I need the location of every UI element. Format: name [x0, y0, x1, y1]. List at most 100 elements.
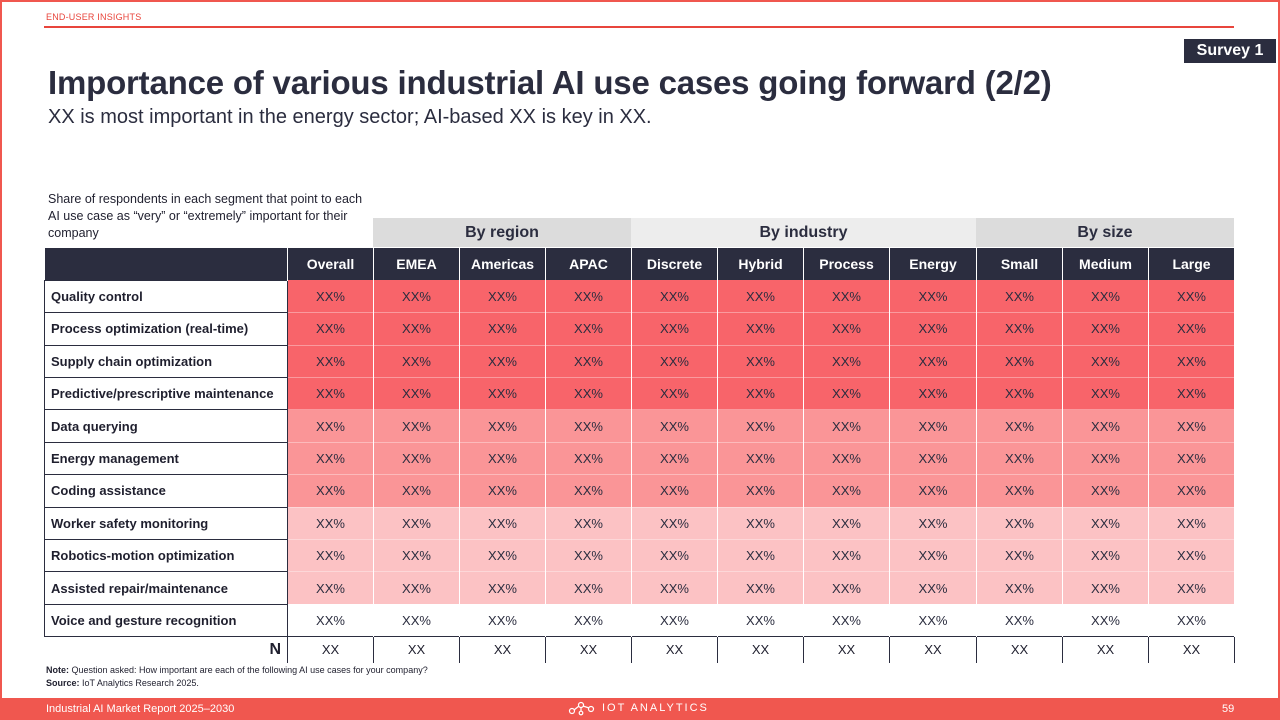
table-cell: XX% — [631, 507, 718, 541]
column-header-discrete: Discrete — [631, 248, 718, 281]
table-cell: XX% — [803, 474, 890, 508]
table-cell: XX% — [889, 312, 977, 346]
table-cell: XX% — [976, 604, 1063, 637]
table-cell: XX% — [889, 409, 977, 443]
row-label: Worker safety monitoring — [44, 506, 288, 541]
table-cell: XX% — [1148, 507, 1235, 541]
footer-report-title: Industrial AI Market Report 2025–2030 — [46, 703, 235, 715]
table-cell: XX% — [1062, 409, 1149, 443]
table-cell: XX% — [631, 345, 718, 379]
column-header-overall: Overall — [287, 248, 374, 281]
table-cell: XX% — [976, 345, 1063, 379]
table-cell: XX% — [545, 312, 632, 346]
table-row: Robotics-motion optimization XX% XX% XX% XX%… — [44, 539, 1235, 573]
section-tag: END-USER INSIGHTS — [46, 12, 142, 22]
table-cell: XX% — [976, 280, 1063, 314]
source-label: Source: — [46, 678, 80, 688]
top-divider — [44, 26, 1234, 28]
column-header-energy: Energy — [889, 248, 977, 281]
footer-logo: IOT ANALYTICS — [568, 700, 709, 716]
sample-size-cell: XX — [889, 636, 977, 663]
page-title: Importance of various industrial AI use … — [48, 64, 1052, 101]
sample-size-cell: XX — [976, 636, 1063, 663]
table-cell: XX% — [717, 604, 804, 637]
table-cell: XX% — [1062, 474, 1149, 508]
page-number: 59 — [1222, 703, 1235, 715]
table-cell: XX% — [459, 377, 546, 411]
footnotes: Note: Question asked: How important are … — [46, 664, 428, 690]
table-cell: XX% — [1148, 312, 1235, 346]
table-cell: XX% — [717, 571, 804, 605]
table-cell: XX% — [373, 442, 460, 476]
table-row: Quality control XX% XX% XX% XX% XX% XX% XX% XX% X… — [44, 279, 1235, 314]
row-label: Process optimization (real-time) — [44, 312, 288, 346]
sample-size-row: N XX XX XX XX XX XX XX XX XX XX XX — [44, 636, 1235, 663]
table-cell: XX% — [1062, 571, 1149, 605]
sample-size-cell: XX — [287, 636, 374, 663]
table-cell: XX% — [287, 280, 374, 314]
sample-size-cell: XX — [373, 636, 460, 663]
table-note: Share of respondents in each segment tha… — [48, 192, 363, 240]
table-cell: XX% — [803, 507, 890, 541]
table-cell: XX% — [287, 312, 374, 346]
table-cell: XX% — [1062, 345, 1149, 379]
table-row: Predictive/prescriptive maintenance XX% XX… — [44, 377, 1235, 411]
table-cell: XX% — [889, 280, 977, 314]
table-cell: XX% — [803, 442, 890, 476]
footer-logo-text: IOT ANALYTICS — [602, 702, 709, 714]
row-label: Predictive/prescriptive maintenance — [44, 377, 288, 411]
table-cell: XX% — [287, 442, 374, 476]
table-cell: XX% — [373, 280, 460, 314]
table-cell: XX% — [459, 474, 546, 508]
table-cell: XX% — [545, 409, 632, 443]
group-header-industry: By industry — [631, 218, 976, 247]
table-cell: XX% — [1062, 539, 1149, 573]
table-cell: XX% — [976, 442, 1063, 476]
sample-size-label: N — [44, 636, 288, 663]
table-cell: XX% — [1148, 345, 1235, 379]
table-row: Process optimization (real-time) XX% XX% XX… — [44, 312, 1235, 346]
table-cell: XX% — [631, 474, 718, 508]
table-cell: XX% — [287, 345, 374, 379]
column-header-americas: Americas — [459, 248, 546, 281]
table-cell: XX% — [889, 377, 977, 411]
table-cell: XX% — [373, 474, 460, 508]
table-cell: XX% — [631, 280, 718, 314]
column-header-medium: Medium — [1062, 248, 1149, 281]
table-cell: XX% — [373, 539, 460, 573]
group-header-region: By region — [373, 218, 631, 247]
table-cell: XX% — [717, 280, 804, 314]
table-cell: XX% — [889, 507, 977, 541]
table-cell: XX% — [889, 539, 977, 573]
table-cell: XX% — [803, 604, 890, 637]
table-cell: XX% — [545, 571, 632, 605]
footnote-note: Note: Question asked: How important are … — [46, 664, 428, 677]
row-label: Energy management — [44, 441, 288, 476]
row-label: Quality control — [44, 279, 288, 314]
table-cell: XX% — [631, 539, 718, 573]
table-cell: XX% — [545, 442, 632, 476]
table-cell: XX% — [631, 377, 718, 411]
note-label: Note: — [46, 665, 69, 675]
table-cell: XX% — [976, 474, 1063, 508]
column-header-small: Small — [976, 248, 1063, 281]
table-cell: XX% — [373, 377, 460, 411]
row-label: Assisted repair/maintenance — [44, 571, 288, 605]
table-cell: XX% — [287, 474, 374, 508]
table-cell: XX% — [803, 312, 890, 346]
network-nodes-icon — [568, 701, 595, 716]
table-cell: XX% — [976, 507, 1063, 541]
table-cell: XX% — [287, 571, 374, 605]
table-cell: XX% — [287, 507, 374, 541]
table-cell: XX% — [1148, 604, 1235, 637]
table-cell: XX% — [889, 345, 977, 379]
table-row: Worker safety monitoring XX% XX% XX% XX% XX% X… — [44, 506, 1235, 541]
sample-size-cell: XX — [1148, 636, 1235, 663]
column-header-large: Large — [1148, 248, 1235, 281]
table-cell: XX% — [287, 409, 374, 443]
table-cell: XX% — [803, 345, 890, 379]
table-cell: XX% — [717, 539, 804, 573]
table-cell: XX% — [1148, 409, 1235, 443]
note-text: Question asked: How important are each o… — [71, 665, 428, 675]
table-cell: XX% — [545, 604, 632, 637]
